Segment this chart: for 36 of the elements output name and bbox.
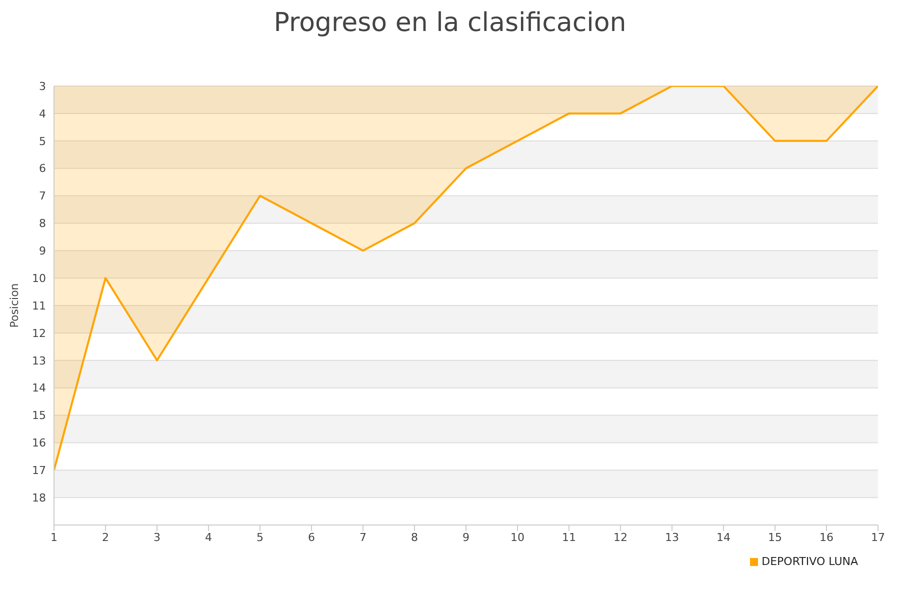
x-tick-label: 16 bbox=[820, 530, 834, 544]
y-tick-label: 15 bbox=[32, 409, 46, 422]
y-tick-label: 6 bbox=[39, 162, 46, 176]
y-tick-label: 7 bbox=[39, 190, 46, 203]
x-tick-label: 14 bbox=[716, 530, 730, 544]
x-tick-label: 11 bbox=[562, 530, 576, 544]
x-tick-label: 8 bbox=[411, 530, 418, 544]
y-tick-label: 5 bbox=[39, 134, 46, 148]
x-tick-label: 2 bbox=[102, 530, 109, 544]
chart-title: Progreso en la clasificacion bbox=[272, 8, 628, 40]
x-tick-label: 6 bbox=[308, 530, 315, 544]
x-tick-label: 17 bbox=[871, 530, 885, 544]
x-tick-label: 3 bbox=[154, 530, 160, 544]
legend-label: DEPORTIVO LUNA bbox=[762, 555, 858, 568]
y-tick-label: 3 bbox=[39, 80, 46, 93]
x-tick-label: 9 bbox=[462, 530, 470, 544]
y-tick-label: 10 bbox=[32, 272, 46, 285]
y-tick-label: 16 bbox=[32, 436, 46, 450]
x-tick-label: 7 bbox=[360, 530, 366, 544]
y-tick-label: 18 bbox=[32, 491, 46, 504]
x-tick-label: 10 bbox=[510, 530, 524, 544]
y-tick-label: 17 bbox=[32, 464, 46, 478]
x-tick-label: 15 bbox=[768, 530, 782, 544]
y-tick-label: 14 bbox=[32, 382, 46, 395]
x-tick-label: 12 bbox=[614, 530, 628, 544]
x-tick-label: 13 bbox=[665, 530, 679, 544]
x-tick-label: 4 bbox=[205, 530, 212, 544]
x-tick-label: 5 bbox=[256, 530, 264, 544]
y-tick-label: 8 bbox=[39, 217, 46, 230]
y-tick-label: 12 bbox=[32, 326, 46, 340]
x-tick-label: 1 bbox=[50, 530, 58, 544]
y-tick-label: 11 bbox=[32, 299, 46, 312]
y-tick-label: 4 bbox=[39, 107, 46, 120]
y-tick-label: 9 bbox=[39, 244, 46, 258]
y-tick-label: 13 bbox=[32, 354, 46, 368]
y-axis-title: Posicion bbox=[8, 283, 21, 328]
